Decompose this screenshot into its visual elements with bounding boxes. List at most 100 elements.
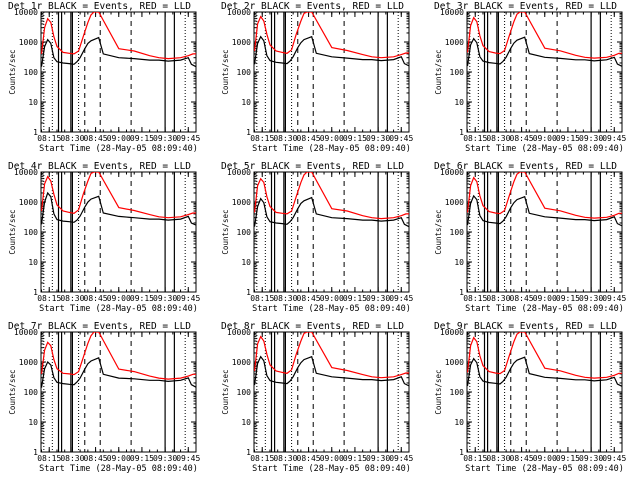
x-tick-label: 08:15 — [250, 454, 274, 463]
lld-series-line — [467, 12, 622, 59]
x-tick-label: 09:15 — [343, 134, 367, 143]
x-tick-label: 08:45 — [297, 294, 321, 303]
events-series-line — [254, 196, 409, 228]
plot-area — [41, 172, 196, 292]
x-tick-label: 08:15 — [250, 294, 274, 303]
x-tick-label: 08:45 — [84, 134, 108, 143]
y-axis-label: Counts/sec — [8, 209, 17, 254]
y-axis-label: Counts/sec — [434, 369, 443, 414]
y-tick-label: 1 — [246, 448, 251, 457]
x-tick-label: 08:15 — [463, 134, 487, 143]
y-tick-label: 1000 — [445, 198, 464, 207]
x-axis-label: Start Time (28-May-05 08:09:40) — [39, 304, 198, 314]
y-tick-label: 100 — [237, 68, 252, 77]
x-tick-label: 08:30 — [60, 294, 84, 303]
plot-area — [467, 172, 622, 292]
x-tick-label: 08:45 — [297, 134, 321, 143]
plot-area — [467, 12, 622, 132]
x-tick-label: 09:45 — [389, 134, 413, 143]
events-series-line — [467, 194, 622, 227]
plot-area — [254, 12, 409, 132]
x-tick-label: 09:00 — [533, 294, 557, 303]
y-tick-label: 1 — [246, 288, 251, 297]
y-tick-label: 1000 — [445, 38, 464, 47]
chart-title: Det 4r BLACK = Events, RED = LLD — [8, 161, 191, 172]
chart-title: Det 2r BLACK = Events, RED = LLD — [221, 1, 404, 12]
lld-series-line — [467, 172, 622, 219]
y-tick-label: 10 — [241, 418, 251, 427]
chart-title: Det 6r BLACK = Events, RED = LLD — [434, 161, 617, 172]
x-tick-label: 09:15 — [556, 294, 580, 303]
y-tick-label: 10000 — [227, 328, 251, 337]
y-tick-label: 1 — [459, 448, 464, 457]
lld-series-line — [41, 332, 196, 380]
plot-area — [467, 332, 622, 452]
chart-title: Det 8r BLACK = Events, RED = LLD — [221, 321, 404, 332]
y-tick-label: 10000 — [14, 8, 38, 17]
x-tick-label: 08:30 — [273, 294, 297, 303]
y-tick-label: 1 — [459, 288, 464, 297]
x-tick-label: 09:45 — [389, 294, 413, 303]
x-tick-label: 08:30 — [60, 134, 84, 143]
x-tick-label: 08:15 — [463, 294, 487, 303]
y-axis-label: Counts/sec — [221, 369, 230, 414]
y-tick-label: 1000 — [19, 38, 38, 47]
lld-series-line — [254, 172, 409, 220]
y-axis-label: Counts/sec — [221, 49, 230, 94]
x-tick-label: 09:15 — [556, 454, 580, 463]
lld-series-line — [254, 332, 409, 379]
x-tick-label: 09:30 — [366, 294, 390, 303]
plot-frame — [253, 11, 410, 133]
x-axis-label: Start Time (28-May-05 08:09:40) — [465, 304, 624, 314]
x-tick-label: 08:45 — [297, 454, 321, 463]
x-tick-label: 09:00 — [107, 294, 131, 303]
y-tick-label: 100 — [24, 228, 39, 237]
plot-frame — [466, 171, 623, 293]
y-tick-label: 1000 — [19, 358, 38, 367]
chart-panel: Det 3r BLACK = Events, RED = LLD 1 10 100 10… — [434, 1, 626, 154]
lld-series-line — [41, 172, 196, 219]
x-tick-label: 09:45 — [602, 294, 626, 303]
x-axis-label: Start Time (28-May-05 08:09:40) — [252, 464, 411, 474]
x-tick-label: 09:45 — [176, 454, 200, 463]
y-tick-label: 10 — [241, 98, 251, 107]
y-tick-label: 1 — [33, 288, 38, 297]
y-tick-label: 10000 — [440, 8, 464, 17]
y-axis-label: Counts/sec — [434, 209, 443, 254]
x-tick-label: 08:15 — [37, 454, 61, 463]
y-tick-label: 10000 — [14, 168, 38, 177]
x-tick-label: 08:15 — [37, 134, 61, 143]
x-tick-label: 09:15 — [343, 454, 367, 463]
x-tick-label: 08:45 — [510, 134, 534, 143]
x-axis-label: Start Time (28-May-05 08:09:40) — [252, 304, 411, 314]
plot-frame — [40, 11, 197, 133]
chart-title: Det 3r BLACK = Events, RED = LLD — [434, 1, 617, 12]
chart-panel: Det 1r BLACK = Events, RED = LLD 1 10 100 10… — [8, 1, 200, 154]
x-axis-label: Start Time (28-May-05 08:09:40) — [252, 144, 411, 154]
x-tick-label: 09:00 — [320, 294, 344, 303]
lld-series-line — [254, 12, 409, 59]
plot-frame — [40, 331, 197, 453]
x-tick-label: 09:45 — [602, 134, 626, 143]
x-tick-label: 08:15 — [37, 294, 61, 303]
x-tick-label: 09:45 — [602, 454, 626, 463]
y-axis-label: Counts/sec — [8, 49, 17, 94]
y-tick-label: 100 — [237, 228, 252, 237]
events-series-line — [467, 36, 622, 67]
y-tick-label: 10 — [28, 258, 38, 267]
x-tick-label: 09:45 — [176, 294, 200, 303]
chart-title: Det 9r BLACK = Events, RED = LLD — [434, 321, 617, 332]
x-tick-label: 09:15 — [556, 134, 580, 143]
y-tick-label: 10000 — [440, 328, 464, 337]
x-tick-label: 09:00 — [320, 454, 344, 463]
y-tick-label: 100 — [450, 228, 465, 237]
x-tick-label: 09:00 — [107, 454, 131, 463]
y-tick-label: 100 — [24, 68, 39, 77]
x-axis-label: Start Time (28-May-05 08:09:40) — [465, 464, 624, 474]
chart-panel: Det 9r BLACK = Events, RED = LLD 1 10 100 10… — [434, 321, 626, 474]
lld-series-line — [41, 12, 196, 60]
y-tick-label: 10 — [454, 418, 464, 427]
x-tick-label: 08:30 — [486, 294, 510, 303]
events-series-line — [41, 191, 196, 226]
x-tick-label: 08:45 — [84, 454, 108, 463]
